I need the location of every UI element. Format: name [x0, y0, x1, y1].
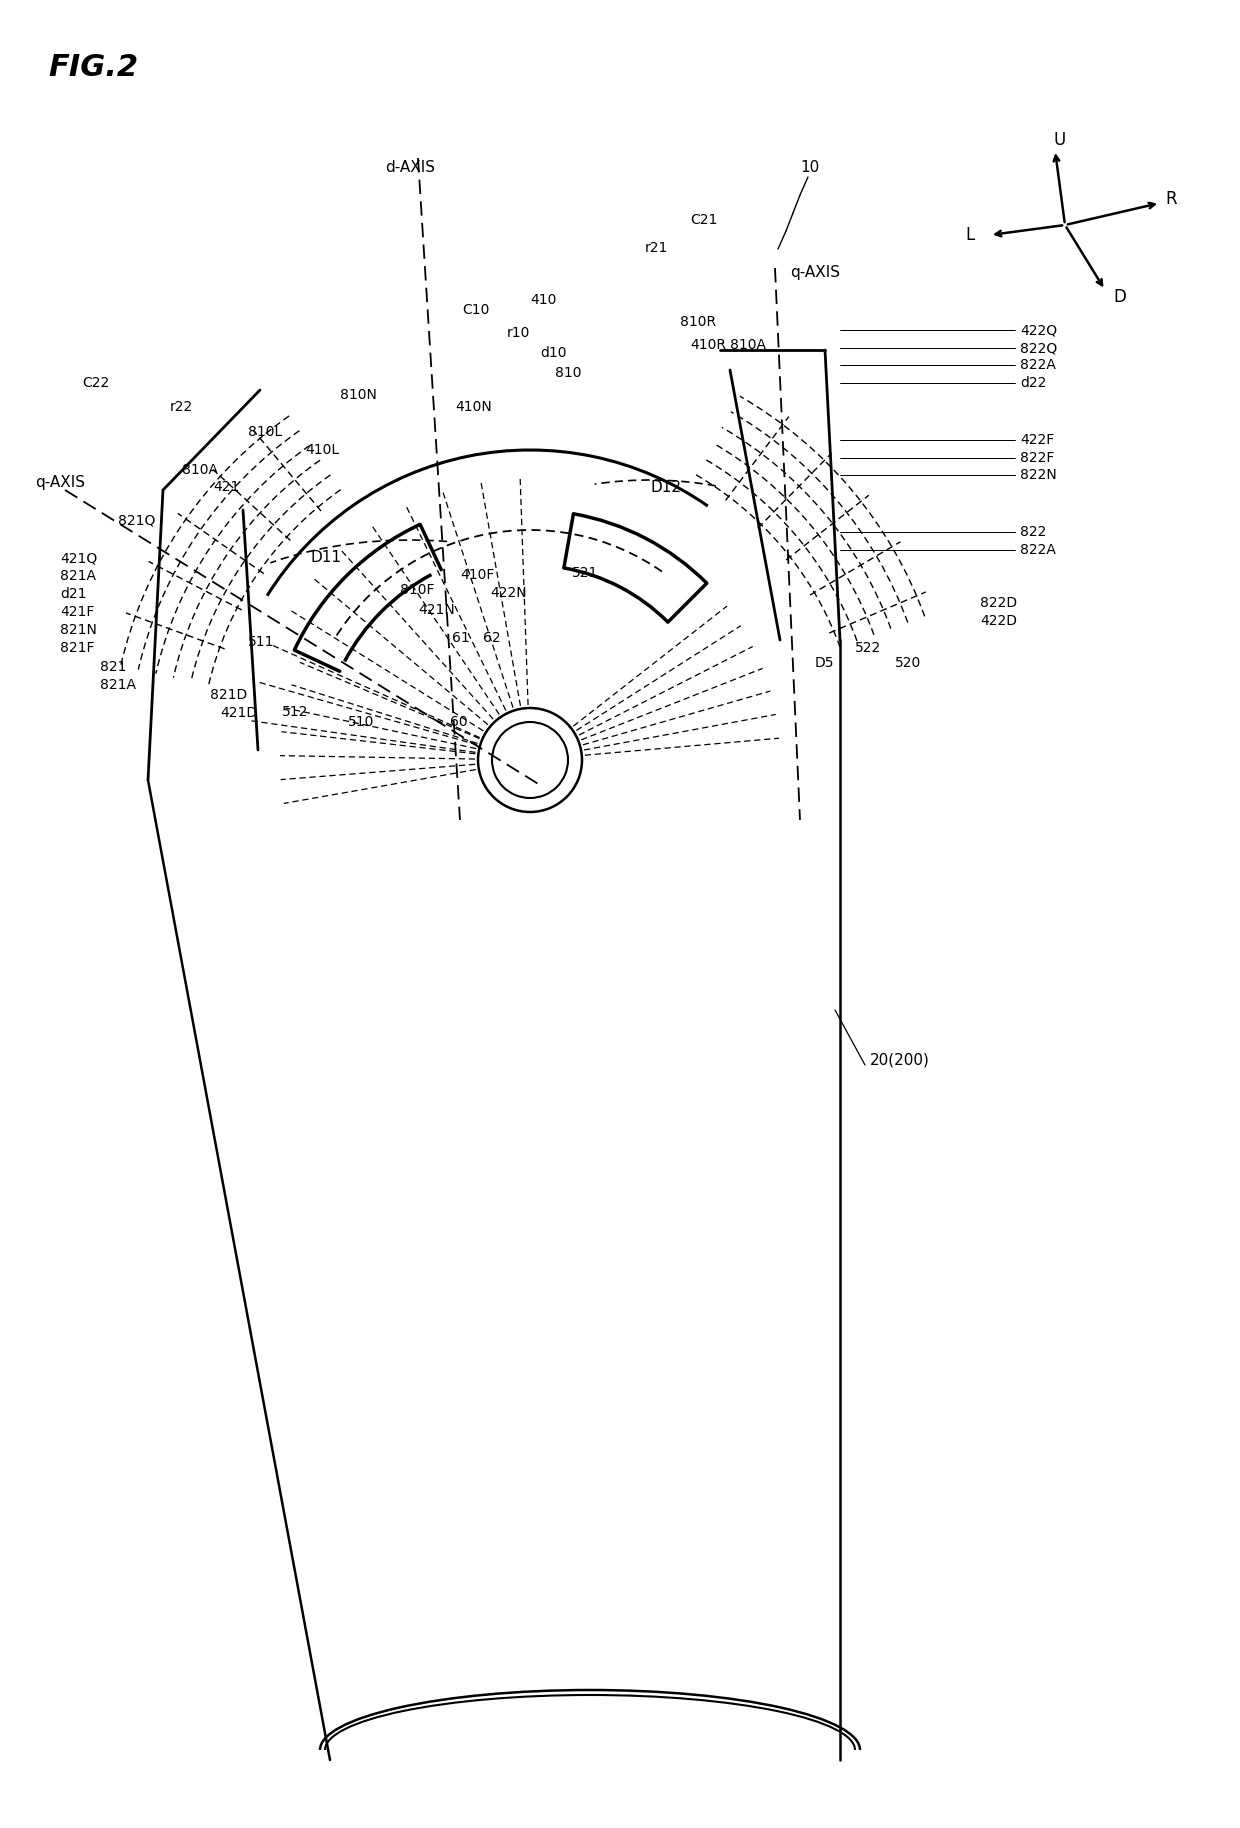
Text: D5: D5 [815, 656, 835, 671]
Text: 521: 521 [572, 567, 599, 579]
Text: d10: d10 [539, 345, 567, 360]
Text: 410L: 410L [305, 442, 339, 457]
Text: 421N: 421N [418, 603, 455, 618]
Text: 810A: 810A [182, 462, 218, 477]
Text: 822F: 822F [1021, 452, 1054, 464]
Text: C21: C21 [689, 214, 718, 227]
Text: 511: 511 [248, 634, 274, 649]
Text: 822A: 822A [1021, 543, 1056, 558]
Text: D: D [1114, 289, 1126, 305]
Text: 810L: 810L [248, 424, 283, 439]
Text: 822: 822 [1021, 525, 1047, 539]
Text: q-AXIS: q-AXIS [35, 475, 86, 490]
Text: 810: 810 [556, 366, 582, 380]
Text: 421: 421 [213, 481, 239, 494]
Text: 20(200): 20(200) [870, 1053, 930, 1068]
Text: d21: d21 [60, 587, 87, 601]
Text: 422N: 422N [490, 587, 527, 600]
Text: 520: 520 [895, 656, 921, 671]
Text: 410: 410 [529, 292, 557, 307]
Text: 810R: 810R [680, 314, 717, 329]
Text: 422F: 422F [1021, 433, 1054, 448]
Text: 510: 510 [348, 715, 374, 729]
Text: 410R: 410R [689, 338, 725, 353]
Text: r22: r22 [170, 400, 193, 413]
Text: 421F: 421F [60, 605, 94, 620]
Text: 821Q: 821Q [118, 514, 155, 526]
Text: 512: 512 [281, 706, 309, 718]
Text: d22: d22 [1021, 377, 1047, 389]
Text: r10: r10 [507, 325, 531, 340]
Text: 821: 821 [100, 660, 126, 675]
Text: 421D: 421D [219, 706, 257, 720]
Text: 410N: 410N [455, 400, 492, 413]
Text: C22: C22 [82, 377, 109, 389]
Text: 821D: 821D [210, 687, 247, 702]
Text: 422Q: 422Q [1021, 324, 1058, 336]
Text: 821A: 821A [100, 678, 136, 693]
Text: 60: 60 [450, 715, 467, 729]
Text: D12: D12 [650, 479, 681, 495]
Text: 821A: 821A [60, 569, 95, 583]
Text: 822N: 822N [1021, 468, 1056, 483]
Text: U: U [1054, 132, 1066, 150]
Text: 410F: 410F [460, 569, 495, 581]
Text: 810A: 810A [730, 338, 766, 353]
Text: 421Q: 421Q [60, 550, 97, 565]
Text: 62: 62 [484, 631, 501, 645]
Text: 522: 522 [856, 642, 882, 654]
Text: 821N: 821N [60, 623, 97, 636]
Text: d-AXIS: d-AXIS [384, 161, 435, 175]
Text: C10: C10 [463, 303, 490, 316]
Text: 822Q: 822Q [1021, 342, 1058, 355]
Text: 810F: 810F [401, 583, 434, 598]
Text: q-AXIS: q-AXIS [790, 265, 839, 280]
Text: 422D: 422D [980, 614, 1017, 629]
Text: FIG.2: FIG.2 [48, 53, 138, 82]
Text: 810N: 810N [340, 388, 377, 402]
Text: r21: r21 [645, 241, 668, 254]
Text: D11: D11 [310, 550, 341, 565]
Text: 821F: 821F [60, 642, 94, 654]
Text: 822A: 822A [1021, 358, 1056, 373]
Text: 61: 61 [453, 631, 470, 645]
Text: L: L [966, 227, 975, 243]
Text: R: R [1166, 190, 1177, 208]
Text: 822D: 822D [980, 596, 1017, 611]
Text: 10: 10 [800, 159, 820, 174]
